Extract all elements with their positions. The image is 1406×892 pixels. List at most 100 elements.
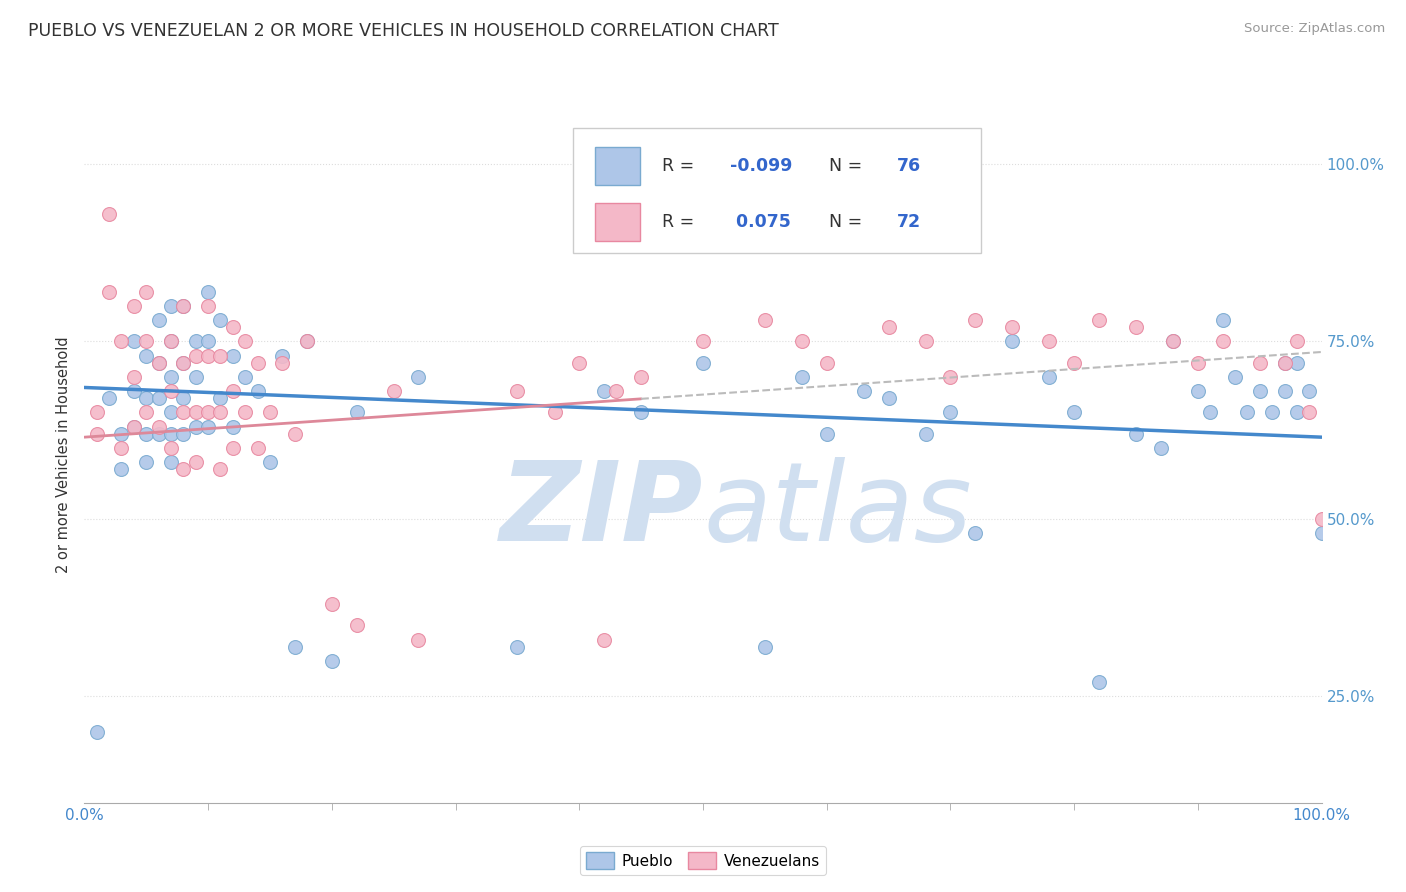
- Point: [197, 285, 219, 299]
- Point: [1001, 334, 1024, 349]
- Point: [1001, 320, 1024, 334]
- Point: [209, 313, 232, 327]
- Point: [1285, 405, 1308, 419]
- Point: [1187, 384, 1209, 398]
- Point: [506, 640, 529, 654]
- Point: [135, 349, 157, 363]
- Point: [1236, 405, 1258, 419]
- Point: [160, 441, 183, 455]
- Point: [197, 419, 219, 434]
- Text: 0.075: 0.075: [730, 213, 792, 231]
- Point: [692, 356, 714, 370]
- Point: [593, 632, 616, 647]
- Point: [197, 299, 219, 313]
- Point: [222, 441, 245, 455]
- Point: [160, 405, 183, 419]
- Point: [184, 419, 207, 434]
- Point: [965, 526, 987, 541]
- Point: [160, 369, 183, 384]
- Point: [172, 462, 194, 476]
- Point: [209, 462, 232, 476]
- Point: [1187, 356, 1209, 370]
- Point: [172, 391, 194, 405]
- Point: [246, 356, 269, 370]
- Point: [1298, 384, 1320, 398]
- Point: [135, 455, 157, 469]
- Point: [321, 597, 343, 611]
- Point: [630, 405, 652, 419]
- Point: [284, 640, 307, 654]
- Point: [321, 654, 343, 668]
- Point: [148, 391, 170, 405]
- Point: [172, 356, 194, 370]
- Point: [135, 391, 157, 405]
- Point: [1285, 356, 1308, 370]
- Point: [172, 299, 194, 313]
- Point: [160, 299, 183, 313]
- Text: N =: N =: [830, 213, 868, 231]
- Point: [1274, 384, 1296, 398]
- Point: [197, 405, 219, 419]
- Point: [110, 334, 132, 349]
- Point: [1063, 405, 1085, 419]
- Point: [965, 313, 987, 327]
- Point: [122, 299, 145, 313]
- Point: [754, 640, 776, 654]
- Legend: Pueblo, Venezuelans: Pueblo, Venezuelans: [581, 847, 825, 875]
- Text: -0.099: -0.099: [730, 157, 793, 175]
- Point: [172, 405, 194, 419]
- Point: [259, 405, 281, 419]
- Point: [1212, 313, 1234, 327]
- Point: [148, 426, 170, 441]
- Point: [1088, 675, 1111, 690]
- Point: [1063, 356, 1085, 370]
- Point: [271, 356, 294, 370]
- Point: [110, 441, 132, 455]
- Text: atlas: atlas: [703, 457, 972, 564]
- FancyBboxPatch shape: [574, 128, 981, 253]
- Point: [790, 369, 813, 384]
- Point: [98, 285, 121, 299]
- Point: [246, 384, 269, 398]
- Point: [135, 285, 157, 299]
- Point: [877, 320, 900, 334]
- Text: R =: R =: [662, 157, 700, 175]
- Point: [135, 334, 157, 349]
- Point: [222, 320, 245, 334]
- Point: [148, 419, 170, 434]
- Point: [197, 349, 219, 363]
- Point: [271, 349, 294, 363]
- Point: [295, 334, 318, 349]
- Point: [86, 724, 108, 739]
- Point: [1285, 334, 1308, 349]
- Point: [852, 384, 875, 398]
- Text: PUEBLO VS VENEZUELAN 2 OR MORE VEHICLES IN HOUSEHOLD CORRELATION CHART: PUEBLO VS VENEZUELAN 2 OR MORE VEHICLES …: [28, 22, 779, 40]
- Point: [148, 356, 170, 370]
- Point: [259, 455, 281, 469]
- Point: [1274, 356, 1296, 370]
- Point: [184, 349, 207, 363]
- Point: [184, 334, 207, 349]
- Text: 76: 76: [897, 157, 921, 175]
- Point: [692, 334, 714, 349]
- Point: [346, 618, 368, 632]
- Point: [1038, 334, 1060, 349]
- Point: [1161, 334, 1184, 349]
- Point: [1161, 334, 1184, 349]
- Point: [1261, 405, 1284, 419]
- Point: [222, 419, 245, 434]
- Point: [98, 206, 121, 220]
- Point: [1088, 313, 1111, 327]
- Point: [160, 455, 183, 469]
- Point: [1274, 356, 1296, 370]
- Text: N =: N =: [830, 157, 868, 175]
- Point: [197, 334, 219, 349]
- Point: [184, 455, 207, 469]
- Point: [1249, 384, 1271, 398]
- Point: [209, 349, 232, 363]
- Point: [246, 441, 269, 455]
- Point: [122, 419, 145, 434]
- Point: [815, 356, 838, 370]
- Point: [160, 334, 183, 349]
- Point: [914, 334, 936, 349]
